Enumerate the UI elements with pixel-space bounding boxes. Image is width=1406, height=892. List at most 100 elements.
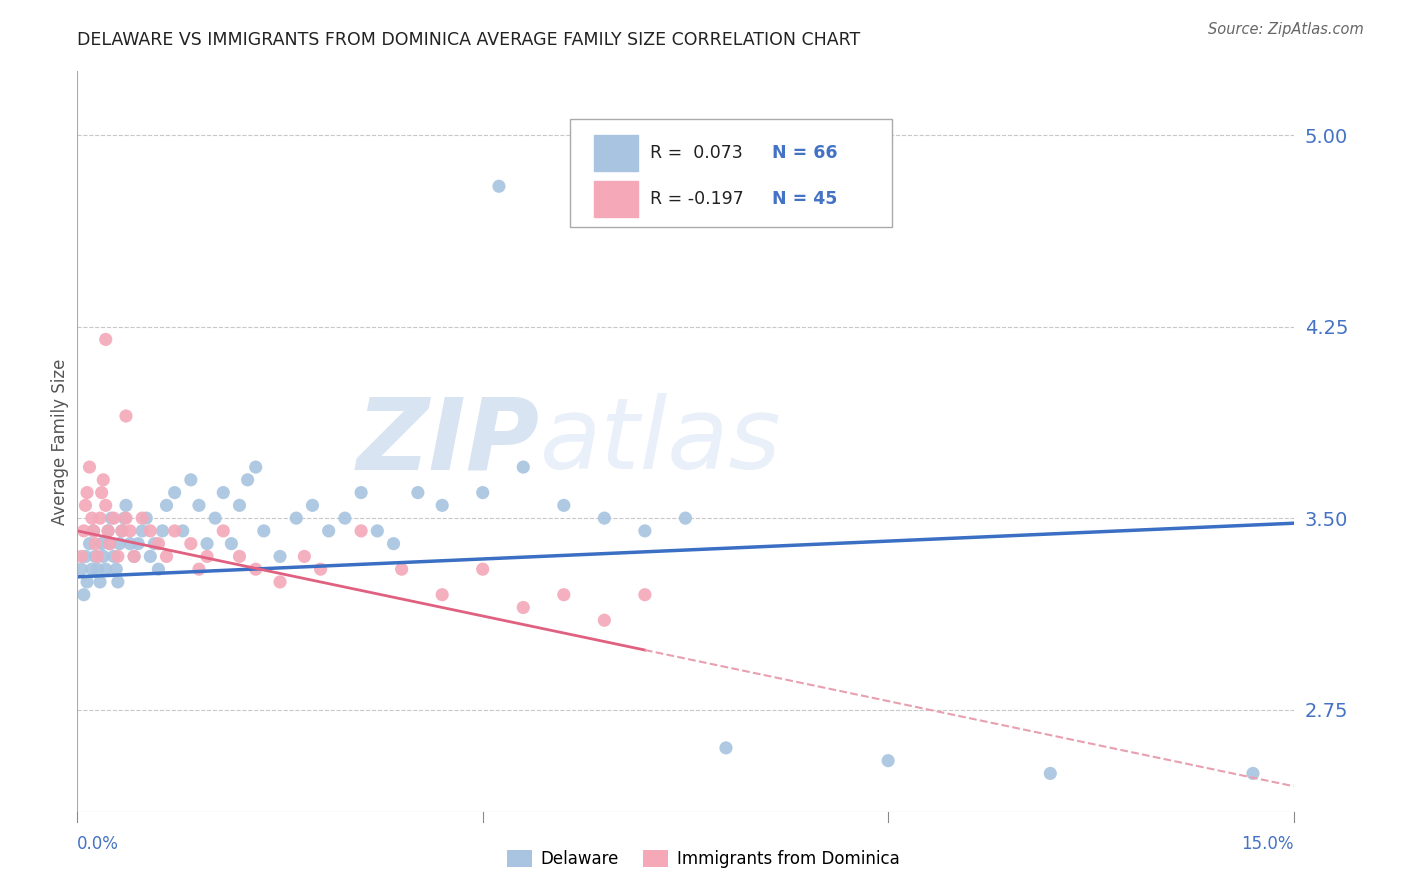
Point	[131, 511, 153, 525]
Point	[471, 485, 494, 500]
Point	[139, 549, 162, 564]
Point	[155, 499, 177, 513]
Point	[127, 536, 149, 550]
Text: Source: ZipAtlas.com: Source: ZipAtlas.com	[1208, 22, 1364, 37]
Point	[112, 511, 135, 525]
Text: 15.0%: 15.0%	[1241, 835, 1294, 853]
FancyBboxPatch shape	[595, 135, 638, 171]
Point	[89, 574, 111, 589]
Point	[877, 754, 900, 768]
Point	[73, 524, 96, 538]
Point	[91, 549, 114, 564]
Point	[188, 499, 211, 513]
Point	[301, 499, 323, 513]
Point	[111, 524, 134, 538]
Point	[118, 524, 141, 538]
Point	[195, 549, 218, 564]
Point	[94, 562, 117, 576]
Text: R =  0.073: R = 0.073	[650, 144, 742, 161]
Point	[634, 524, 657, 538]
Point	[269, 549, 291, 564]
FancyBboxPatch shape	[569, 120, 893, 227]
Point	[98, 536, 121, 550]
Point	[100, 511, 122, 525]
Point	[80, 511, 103, 525]
Point	[553, 588, 575, 602]
Point	[148, 562, 170, 576]
Text: N = 45: N = 45	[772, 190, 837, 208]
Point	[94, 499, 117, 513]
Point	[180, 473, 202, 487]
Point	[512, 600, 534, 615]
Point	[70, 549, 93, 564]
Point	[131, 524, 153, 538]
Point	[152, 524, 174, 538]
Point	[333, 511, 356, 525]
Point	[309, 562, 332, 576]
Point	[90, 536, 112, 550]
Text: 0.0%: 0.0%	[77, 835, 120, 853]
Point	[118, 536, 141, 550]
Point	[382, 536, 405, 550]
Point	[1241, 766, 1264, 780]
Legend: Delaware, Immigrants from Dominica: Delaware, Immigrants from Dominica	[501, 843, 905, 875]
Point	[430, 499, 453, 513]
Point	[94, 333, 117, 347]
Point	[471, 562, 494, 576]
Point	[221, 536, 243, 550]
Point	[430, 588, 453, 602]
Point	[553, 499, 575, 513]
Point	[204, 511, 226, 525]
Point	[103, 511, 125, 525]
Point	[163, 524, 186, 538]
Point	[163, 485, 186, 500]
Point	[292, 549, 315, 564]
Point	[122, 549, 145, 564]
Point	[236, 473, 259, 487]
Point	[90, 485, 112, 500]
FancyBboxPatch shape	[595, 181, 638, 218]
Point	[135, 511, 157, 525]
Point	[253, 524, 276, 538]
Point	[80, 562, 103, 576]
Text: R = -0.197: R = -0.197	[650, 190, 744, 208]
Point	[86, 549, 108, 564]
Point	[83, 524, 105, 538]
Text: DELAWARE VS IMMIGRANTS FROM DOMINICA AVERAGE FAMILY SIZE CORRELATION CHART: DELAWARE VS IMMIGRANTS FROM DOMINICA AVE…	[77, 31, 860, 49]
Point	[391, 562, 413, 576]
Point	[115, 511, 138, 525]
Point	[488, 179, 510, 194]
Point	[97, 524, 120, 538]
Text: atlas: atlas	[540, 393, 782, 490]
Point	[107, 549, 129, 564]
Point	[75, 549, 97, 564]
Point	[98, 536, 121, 550]
Point	[195, 536, 218, 550]
Point	[122, 549, 145, 564]
Point	[86, 562, 108, 576]
Point	[84, 536, 107, 550]
Point	[1039, 766, 1062, 780]
Point	[245, 562, 267, 576]
Point	[245, 460, 267, 475]
Point	[108, 536, 131, 550]
Point	[97, 524, 120, 538]
Point	[188, 562, 211, 576]
Point	[79, 536, 101, 550]
Point	[593, 613, 616, 627]
Point	[172, 524, 194, 538]
Point	[70, 562, 93, 576]
Point	[212, 485, 235, 500]
Point	[285, 511, 308, 525]
Point	[103, 549, 125, 564]
Point	[91, 473, 114, 487]
Point	[83, 524, 105, 538]
Point	[89, 511, 111, 525]
Point	[76, 485, 98, 500]
Point	[228, 549, 250, 564]
Point	[73, 588, 96, 602]
Point	[111, 524, 134, 538]
Point	[366, 524, 388, 538]
Point	[318, 524, 340, 538]
Point	[155, 549, 177, 564]
